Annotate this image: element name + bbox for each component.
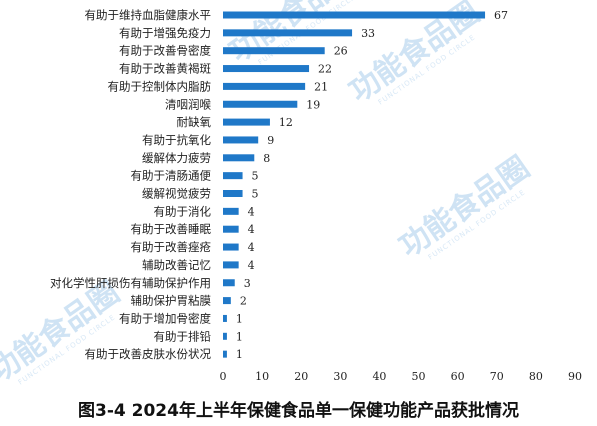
value-label: 5 xyxy=(252,188,259,201)
bar xyxy=(223,136,259,144)
value-label: 4 xyxy=(248,223,255,236)
category-label: 有助于排铅 xyxy=(154,329,212,343)
value-label: 9 xyxy=(267,134,274,147)
bar xyxy=(223,65,310,73)
x-tick-label: 60 xyxy=(451,370,465,383)
bar xyxy=(223,243,239,251)
x-tick-label: 50 xyxy=(412,370,426,383)
value-label: 3 xyxy=(244,277,251,290)
value-label: 12 xyxy=(279,116,293,129)
bar xyxy=(223,82,306,90)
bar xyxy=(223,279,235,287)
value-label: 5 xyxy=(252,170,259,183)
value-label: 8 xyxy=(263,152,270,165)
bar xyxy=(223,154,255,162)
category-label: 缓解体力疲劳 xyxy=(142,151,211,165)
value-label: 1 xyxy=(236,348,243,361)
bar xyxy=(223,47,325,55)
bar xyxy=(223,11,486,19)
value-label: 21 xyxy=(314,80,328,93)
watermark-text: 功能食品圈 xyxy=(393,150,536,265)
value-label: 2 xyxy=(240,295,247,308)
bar xyxy=(223,297,231,305)
category-label: 有助于控制体内脂肪 xyxy=(108,79,212,93)
category-label: 有助于改善痤疮 xyxy=(131,240,212,254)
category-label: 有助于改善睡眠 xyxy=(131,222,212,236)
x-axis: 0 10 20 30 40 50 60 70 80 90 xyxy=(220,370,583,383)
value-label: 26 xyxy=(334,45,348,58)
bar xyxy=(223,350,227,358)
x-tick-label: 70 xyxy=(490,370,504,383)
category-label: 耐缺氧 xyxy=(177,115,212,129)
bars-group xyxy=(223,11,486,358)
bar xyxy=(223,225,239,233)
value-label: 4 xyxy=(248,241,255,254)
x-tick-label: 10 xyxy=(255,370,269,383)
category-label: 有助于抗氧化 xyxy=(142,133,211,147)
category-label: 有助于增加骨密度 xyxy=(119,311,211,325)
watermark-text: 功能食品圈 xyxy=(0,275,126,390)
bar xyxy=(223,29,353,37)
x-tick-label: 40 xyxy=(372,370,386,383)
bar xyxy=(223,172,243,180)
bar xyxy=(223,190,243,197)
x-tick-label: 20 xyxy=(294,370,308,383)
bar xyxy=(223,100,298,108)
category-label: 有助于增强免疫力 xyxy=(119,26,211,40)
category-label: 有助于清肠通便 xyxy=(131,169,212,183)
category-label: 有助于改善骨密度 xyxy=(119,44,211,58)
x-tick-label: 0 xyxy=(220,370,227,383)
figure-caption: 图3-4 2024年上半年保健食品单一保健功能产品获批情况 xyxy=(78,401,519,421)
category-label: 清咽润喉 xyxy=(165,97,211,111)
value-label: 67 xyxy=(494,9,508,22)
category-label: 缓解视觉疲劳 xyxy=(142,187,211,201)
x-tick-label: 90 xyxy=(568,370,582,383)
bar xyxy=(223,207,239,215)
category-label: 辅助改善记忆 xyxy=(142,258,211,272)
category-label: 有助于维持血脂健康水平 xyxy=(85,8,212,22)
category-label: 有助于改善黄褐斑 xyxy=(119,62,211,76)
value-label: 1 xyxy=(236,312,243,325)
bar xyxy=(223,314,227,322)
bar xyxy=(223,118,270,126)
category-label: 辅助保护胃粘膜 xyxy=(131,294,212,308)
value-label: 1 xyxy=(236,330,243,343)
value-label: 22 xyxy=(318,63,332,76)
category-labels: 有助于维持血脂健康水平有助于增强免疫力有助于改善骨密度有助于改善黄褐斑有助于控制… xyxy=(50,8,211,361)
value-label: 4 xyxy=(248,205,255,218)
bar xyxy=(223,332,227,340)
category-label: 有助于消化 xyxy=(154,204,212,218)
category-label: 有助于改善皮肤水份状况 xyxy=(85,347,212,361)
x-tick-label: 30 xyxy=(333,370,347,383)
bar xyxy=(223,261,239,269)
category-label: 对化学性肝损伤有辅助保护作用 xyxy=(50,276,211,290)
x-tick-label: 80 xyxy=(529,370,543,383)
value-label: 19 xyxy=(306,98,320,111)
value-label: 4 xyxy=(248,259,255,272)
value-label: 33 xyxy=(361,27,375,40)
